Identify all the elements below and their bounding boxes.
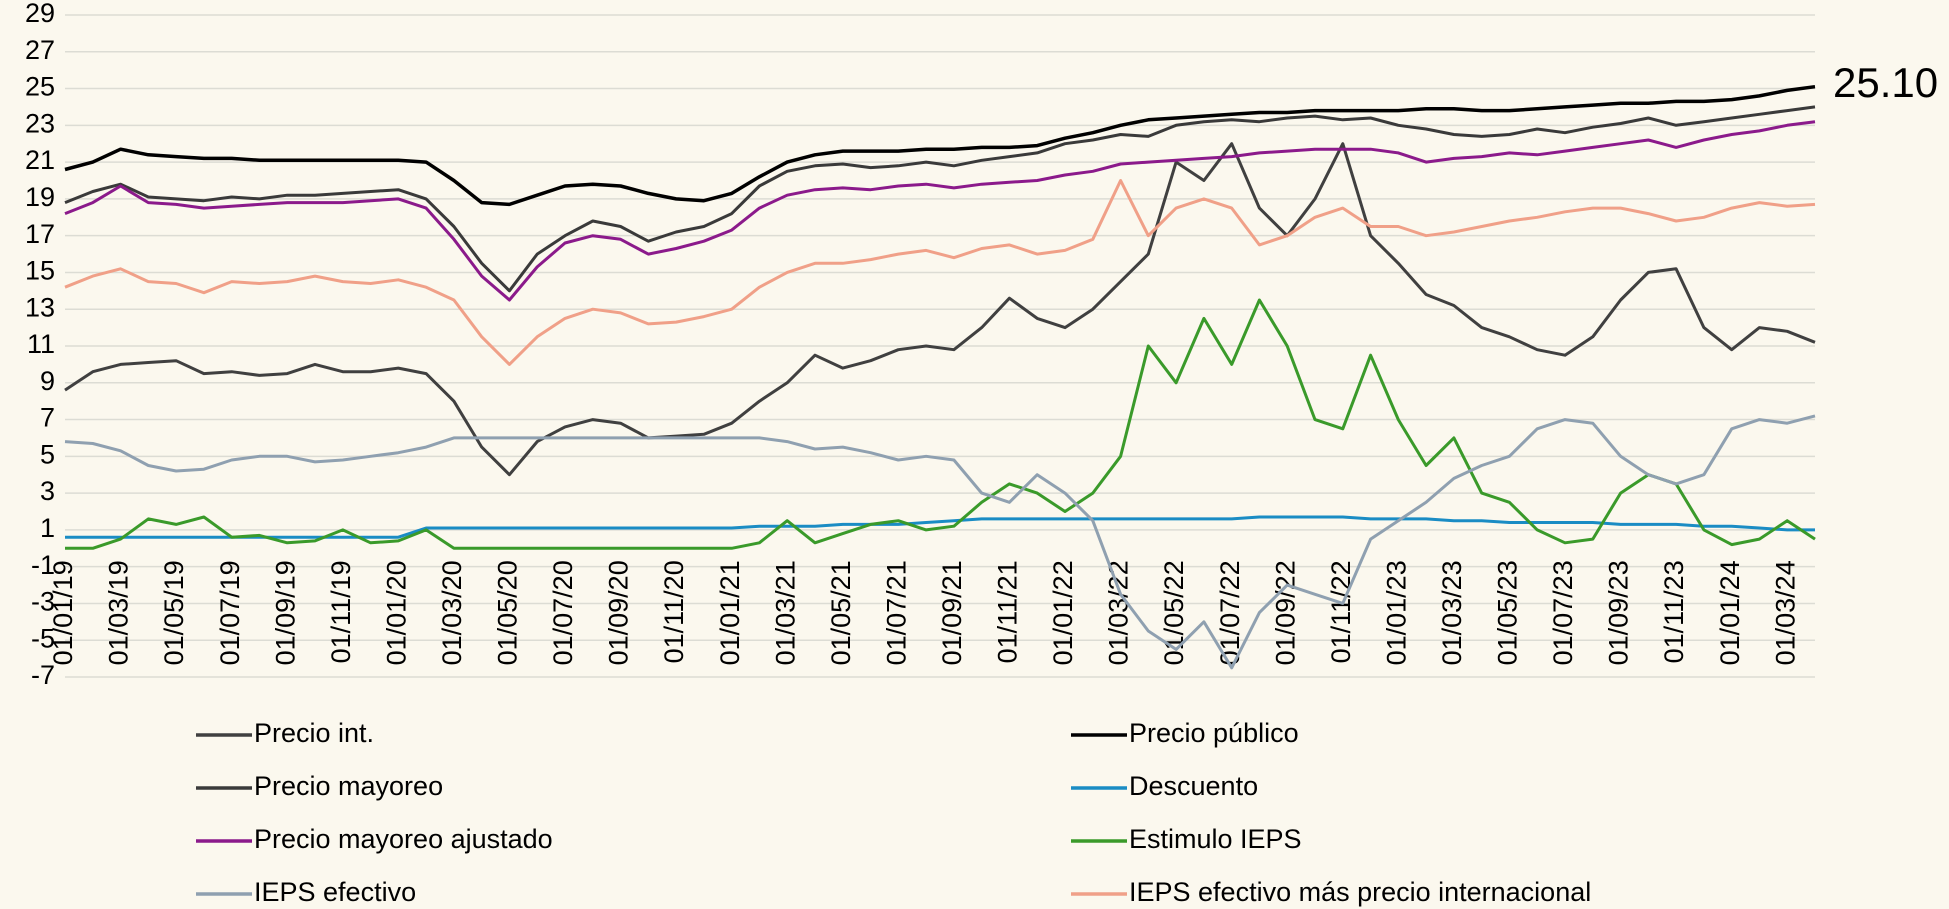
y-tick-label: 1 — [40, 513, 55, 543]
y-tick-label: 25 — [25, 72, 55, 102]
x-tick-label: 01/03/22 — [1104, 560, 1134, 665]
x-tick-label: 01/07/19 — [215, 560, 245, 665]
y-tick-label: -1 — [31, 550, 55, 580]
legend-label: Precio público — [1129, 718, 1299, 748]
series-line — [64, 105, 1816, 293]
x-tick-label: 01/07/20 — [548, 560, 578, 665]
x-tick-label: 01/07/23 — [1548, 560, 1578, 665]
x-tick-label: 01/05/20 — [493, 560, 523, 665]
y-tick-label: -7 — [31, 660, 55, 690]
x-tick-label: 01/03/21 — [770, 560, 800, 665]
y-tick-label: -5 — [31, 623, 55, 653]
x-tick-label: 01/09/20 — [604, 560, 634, 665]
x-tick-label: 01/09/22 — [1270, 560, 1300, 665]
x-tick-label: 01/11/19 — [326, 560, 356, 663]
x-tick-label: 01/09/21 — [937, 560, 967, 665]
end-value-annotation: 25.10 — [1833, 59, 1938, 106]
x-tick-label: 01/03/24 — [1770, 560, 1800, 665]
legend-label: IEPS efectivo más precio internacional — [1129, 877, 1591, 907]
y-tick-label: -3 — [31, 587, 55, 617]
legend-label: Precio mayoreo — [254, 771, 443, 801]
x-tick-label: 01/05/23 — [1493, 560, 1523, 665]
series-line — [65, 298, 1816, 550]
y-tick-label: 27 — [25, 35, 55, 65]
y-tick-label: 19 — [25, 182, 55, 212]
legend-label: Precio int. — [254, 718, 374, 748]
legend-label: IEPS efectivo — [254, 877, 416, 907]
x-tick-label: 01/05/21 — [826, 560, 856, 665]
y-tick-label: 21 — [25, 145, 55, 175]
x-tick-label: 01/09/23 — [1604, 560, 1634, 665]
legend-label: Descuento — [1129, 771, 1258, 801]
y-tick-label: 15 — [25, 256, 55, 286]
y-tick-label: 23 — [25, 108, 55, 138]
x-tick-label: 01/09/19 — [270, 560, 300, 665]
legend-label: Precio mayoreo ajustado — [254, 824, 553, 854]
x-tick-label: 01/03/19 — [104, 560, 134, 665]
x-tick-label: 01/03/23 — [1437, 560, 1467, 665]
series-line — [64, 142, 1816, 477]
legend-label: Estimulo IEPS — [1129, 824, 1302, 854]
x-tick-label: 01/01/23 — [1381, 560, 1411, 665]
x-tick-label: 01/01/22 — [1048, 560, 1078, 665]
series-line — [64, 84, 1816, 207]
y-tick-label: 11 — [27, 329, 55, 359]
x-tick-label: 01/11/20 — [659, 560, 689, 663]
y-tick-label: 29 — [25, 0, 55, 28]
x-tick-label: 01/11/23 — [1659, 560, 1689, 663]
x-tick-label: 01/01/20 — [381, 560, 411, 665]
y-tick-label: 9 — [40, 366, 55, 396]
y-tick-label: 3 — [40, 476, 55, 506]
series-line — [64, 414, 1816, 670]
x-tick-label: 01/05/19 — [159, 560, 189, 665]
x-tick-label: 01/01/24 — [1715, 560, 1745, 665]
y-tick-label: 17 — [25, 219, 55, 249]
x-tick-label: 01/03/20 — [437, 560, 467, 665]
y-tick-label: 7 — [40, 403, 55, 433]
x-tick-label: 01/11/21 — [993, 560, 1023, 663]
y-tick-label: 13 — [25, 292, 55, 322]
series-line — [64, 179, 1816, 366]
x-tick-label: 01/01/19 — [48, 560, 78, 665]
x-tick-label: 01/11/22 — [1326, 560, 1356, 663]
x-tick-label: 01/01/21 — [715, 560, 745, 665]
series-line — [64, 120, 1816, 302]
x-tick-label: 01/07/21 — [881, 560, 911, 665]
y-tick-label: 5 — [40, 439, 55, 469]
